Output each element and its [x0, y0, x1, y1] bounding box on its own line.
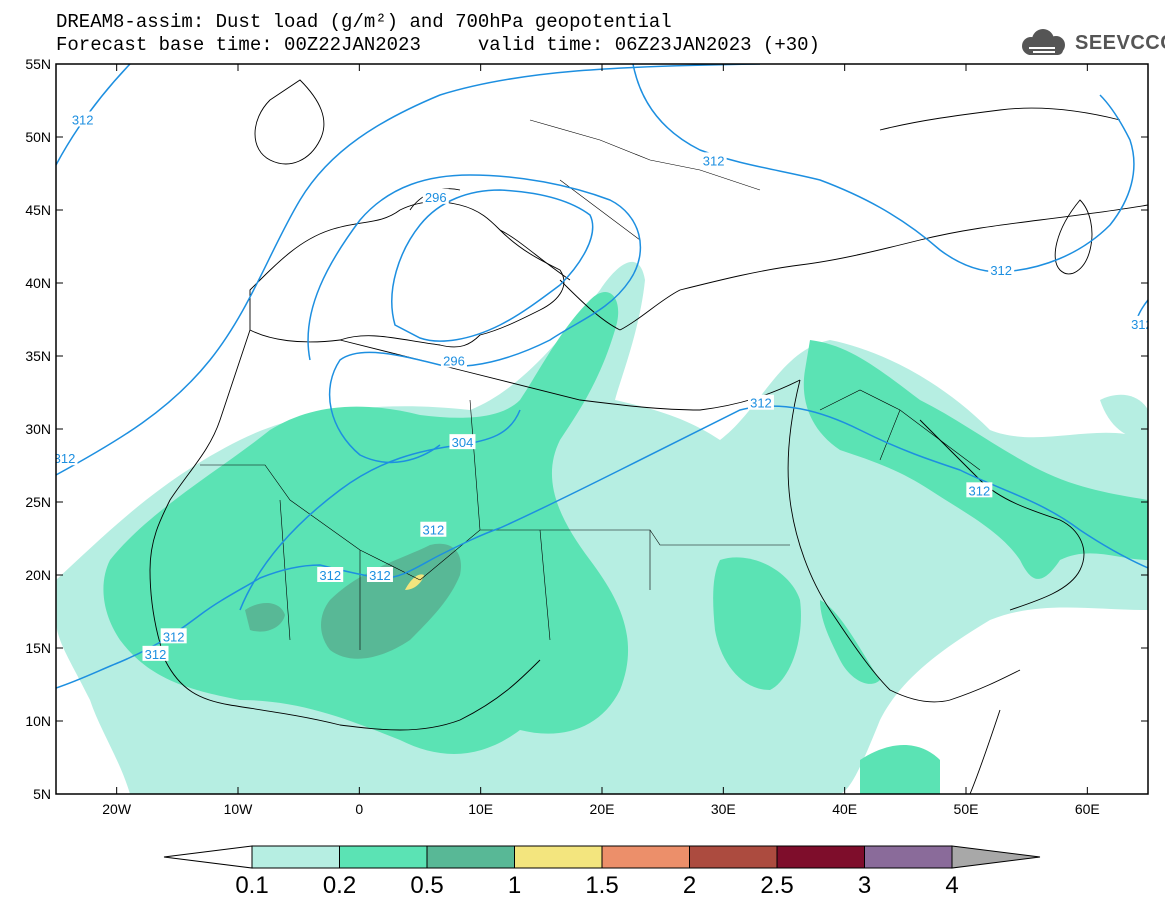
contour-label: 296: [443, 353, 465, 368]
colorbar-label: 2.5: [760, 872, 793, 899]
contour-label: 312: [145, 647, 167, 662]
contour-label: 304: [452, 435, 474, 450]
dust-heavy-area: [405, 574, 424, 590]
latitude-axis: 55N 50N 45N 40N 35N 30N 25N 20N 15N 10N 5N: [25, 56, 1148, 802]
colorbar-label: 3: [858, 872, 871, 899]
lon-tick-label: 40E: [832, 801, 857, 817]
contour-label-bg: [160, 628, 187, 644]
lat-tick-label: 45N: [25, 202, 51, 218]
forecast-time-subtitle: Forecast base time: 00Z22JAN2023 valid t…: [56, 34, 820, 56]
lon-tick-label: 20E: [590, 801, 615, 817]
colorbar-label: 4: [945, 872, 958, 899]
contour-label-bg: [56, 450, 78, 466]
contour-label: 312: [369, 568, 391, 583]
contour-label-bg: [449, 434, 476, 450]
contour-label-bg: [700, 152, 727, 168]
contour-label: 312: [54, 451, 76, 466]
colorbar-bin: [426, 845, 515, 869]
contour-label-bg: [988, 261, 1015, 277]
contour-label: 312: [319, 568, 341, 583]
colorbar-bin: [514, 845, 603, 869]
colorbar-label: 0.5: [410, 872, 443, 899]
map-title: DREAM8-assim: Dust load (g/m²) and 700hP…: [56, 11, 672, 33]
contour-label-bg: [420, 521, 447, 537]
contour-label: 312: [968, 483, 990, 498]
contour-label-bg: [966, 482, 993, 498]
lat-tick-label: 10N: [25, 713, 51, 729]
lat-tick-label: 55N: [25, 56, 51, 72]
contour-label: 312: [750, 396, 772, 411]
contour-label-bg: [366, 567, 393, 582]
contour-label: 312: [703, 153, 725, 168]
contour-label-bg: [747, 394, 774, 410]
dust-dense-areas: [245, 543, 461, 659]
colorbar-label: 2: [683, 872, 696, 899]
contour-label: 312: [990, 263, 1012, 278]
lon-tick-label: 10W: [224, 801, 254, 817]
lat-tick-label: 35N: [25, 348, 51, 364]
lat-tick-label: 20N: [25, 567, 51, 583]
country-borders: [200, 119, 981, 650]
lat-tick-label: 40N: [25, 275, 51, 291]
colorbar-label: 0.2: [323, 872, 356, 899]
contour-label-bg: [69, 111, 96, 127]
colorbar-bin: [601, 845, 690, 869]
colorbar-under-arrow: [163, 845, 253, 869]
colorbar-bin: [776, 845, 865, 869]
lon-tick-label: 30E: [711, 801, 736, 817]
contour-label: 312: [163, 629, 185, 644]
contour-label-bg: [317, 567, 344, 582]
contour-label: 296: [425, 190, 447, 205]
lat-tick-label: 50N: [25, 129, 51, 145]
contour-label-bg: [440, 352, 467, 368]
lon-tick-label: 0: [355, 801, 363, 817]
lon-tick-label: 10E: [468, 801, 493, 817]
contour-label: 312: [1131, 317, 1153, 332]
colorbar: 0.1 0.2 0.5 1 1.5 2 2.5 3 4: [163, 845, 1041, 899]
cloud-logo-icon: [1022, 29, 1065, 55]
contour-label: 312: [72, 112, 94, 127]
lat-tick-label: 15N: [25, 640, 51, 656]
lon-tick-label: 20W: [102, 801, 132, 817]
lat-tick-label: 30N: [25, 421, 51, 437]
colorbar-bin: [864, 845, 953, 869]
contour-label-bg: [1128, 315, 1148, 331]
logo-text: SEEVCCC: [1075, 32, 1165, 54]
colorbar-label: 1.5: [585, 872, 618, 899]
longitude-axis: 20W 10W 0 10E 20E 30E 40E 50E 60E: [102, 64, 1100, 817]
seevccc-logo: SEEVCCC: [1015, 26, 1165, 62]
colorbar-over-arrow: [951, 845, 1041, 869]
contour-label: 312: [422, 523, 444, 538]
colorbar-bin: [339, 845, 428, 869]
colorbar-label: 1: [508, 872, 521, 899]
contour-labels: 312 296 296 304 312 312 312 312 312 312 312 312 312 3…: [54, 111, 1153, 662]
contour-label-bg: [142, 645, 169, 661]
dust-field: 312 296 296 304 312 312 312 312 312 312 312 312 312 3…: [54, 64, 1153, 794]
dust-medium-areas: [103, 291, 1148, 794]
lat-tick-label: 5N: [33, 786, 51, 802]
lon-tick-label: 60E: [1075, 801, 1100, 817]
lat-tick-label: 25N: [25, 494, 51, 510]
colorbar-bin: [251, 845, 340, 869]
colorbar-label: 0.1: [235, 872, 268, 899]
lon-tick-label: 50E: [954, 801, 979, 817]
colorbar-bin: [689, 845, 778, 869]
contour-label-bg: [422, 188, 449, 204]
